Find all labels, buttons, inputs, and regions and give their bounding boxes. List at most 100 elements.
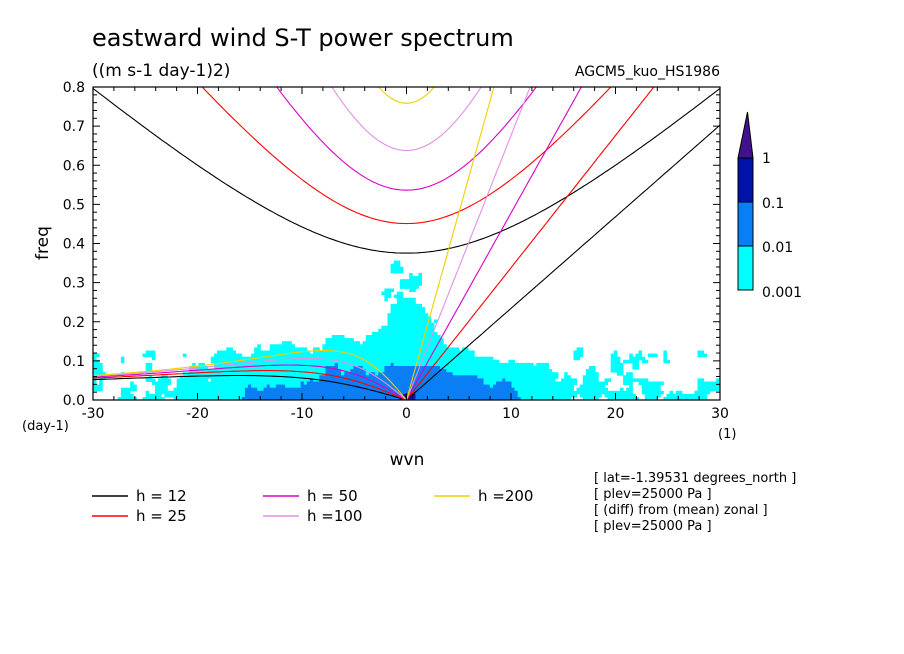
heatmap-cell [390,356,395,361]
heatmap-cell [663,353,667,358]
heatmap-cell [362,384,367,389]
heatmap-cell [554,390,559,395]
heatmap-cell [384,362,388,367]
heatmap-cell [449,362,453,367]
heatmap-cell [474,362,478,367]
heatmap-cell [384,338,388,342]
heatmap-cell [421,384,426,389]
heatmap-cell [359,384,364,389]
heatmap-cell [189,366,193,370]
heatmap-cell [396,328,401,333]
heatmap-cell [452,353,457,358]
heatmap-cell [372,393,376,398]
heatmap-cell [570,378,574,382]
heatmap-cell [375,372,379,376]
heatmap-cell [260,353,264,358]
heatmap-cell [390,350,395,354]
heatmap-cell [347,362,351,367]
heatmap-cell [530,369,534,373]
heatmap-cell [561,393,565,398]
heatmap-cell [458,353,463,358]
heatmap-cell [548,384,553,389]
heatmap-cell [461,366,466,370]
heatmap-cell [282,393,286,398]
heatmap-cell [483,378,488,382]
heatmap-cell [384,325,388,330]
heatmap-cell [272,372,277,376]
heatmap-cell [285,347,289,351]
heatmap-cell [651,381,655,385]
heatmap-cell [155,393,159,398]
heatmap-cell [341,375,345,379]
heatmap-cell [294,353,298,358]
heatmap-cell [387,288,391,292]
heatmap-cell [96,387,100,392]
heatmap-cell [589,375,593,379]
heatmap-cell [415,344,419,348]
heatmap-cell [412,375,416,379]
heatmap-cell [427,390,432,395]
heatmap-cell [669,393,674,398]
heatmap-cell [319,359,323,364]
heatmap-cell [120,397,125,400]
heatmap-cell [350,397,354,400]
heatmap-cell [325,344,329,348]
heatmap-cell [341,338,345,342]
heatmap-cell [573,350,577,354]
heatmap-cell [372,335,376,339]
heatmap-cell [269,366,274,370]
heatmap-cell [403,387,407,392]
heatmap-cell [440,369,444,373]
heatmap-cell [334,341,339,345]
heatmap-cell [316,366,320,370]
heatmap-cell [356,347,360,351]
heatmap-cell [409,310,413,314]
heatmap-cell [421,362,426,367]
heatmap-cell [582,397,587,400]
heatmap-cell [207,397,212,400]
heatmap-cell [297,369,302,373]
heatmap-cell [350,372,354,376]
heatmap-cell [260,397,264,400]
heatmap-cell [368,350,373,354]
y-tick-label: 0.4 [63,237,85,253]
heatmap-cell [251,381,255,385]
heatmap-cell [421,390,426,395]
heatmap-cell [378,353,382,358]
heatmap-cell [545,390,550,395]
heatmap-cell [632,366,636,370]
heatmap-cell [217,372,221,376]
heatmap-cell [465,366,469,370]
heatmap-cell [350,366,354,370]
heatmap-cell [443,353,447,358]
heatmap-cell [334,397,339,400]
heatmap-cell [629,393,633,398]
heatmap-cell [477,390,481,395]
heatmap-cell [539,381,543,385]
y-tick-label: 0.2 [63,315,85,331]
heatmap-cell [406,331,410,336]
heatmap-cell [291,384,295,389]
heatmap-cell [626,390,630,395]
heatmap-cell [282,390,286,395]
heatmap-cell [164,390,168,395]
heatmap-cell [616,366,621,370]
heatmap-cell [291,353,295,358]
heatmap-cell [406,375,410,379]
heatmap-cell [372,362,376,367]
heatmap-cell [530,393,534,398]
heatmap-cell [403,384,407,389]
heatmap-cell [341,341,345,345]
heatmap-cell [474,356,478,361]
heatmap-cell [409,362,413,367]
heatmap-cell [598,384,602,389]
heatmap-cell [167,378,171,382]
heatmap-cell [409,397,413,400]
heatmap-cell [328,375,333,379]
heatmap-cell [313,359,317,364]
heatmap-cell [446,375,450,379]
heatmap-cell [421,313,426,317]
heatmap-cell [353,393,357,398]
heatmap-cell [613,366,618,370]
heatmap-cell [282,378,286,382]
